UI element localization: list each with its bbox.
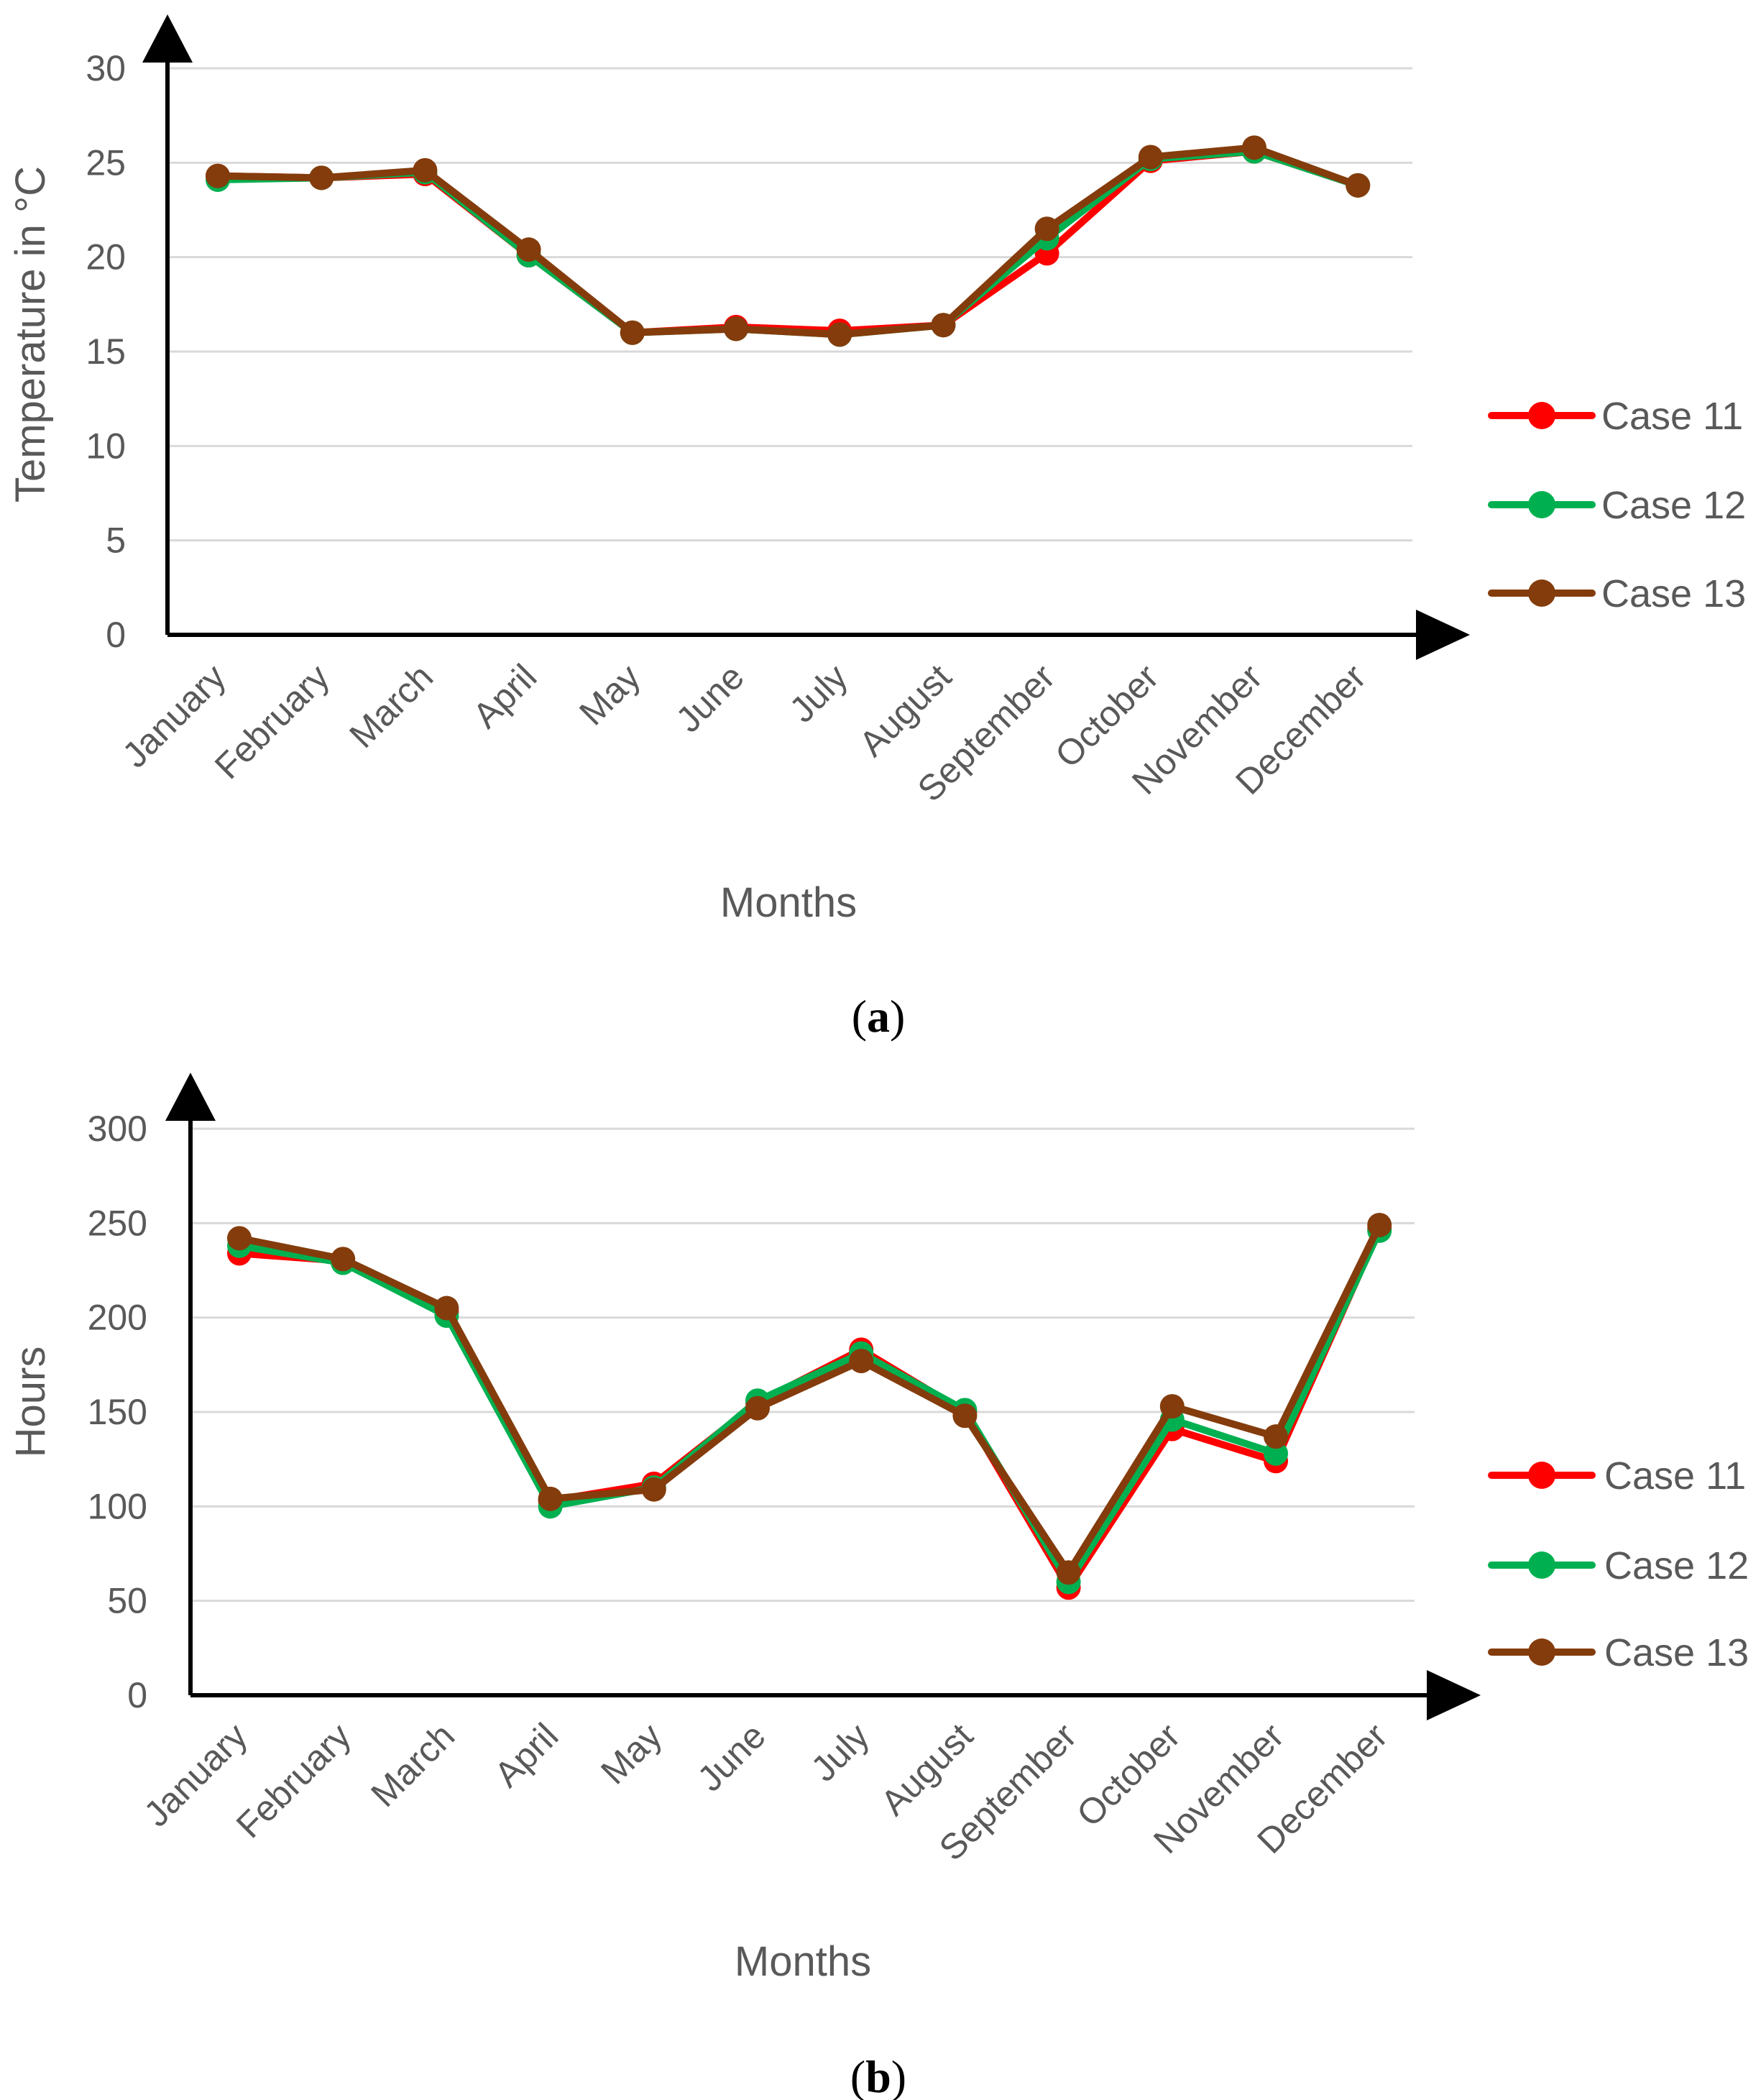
y-axis-title-b: Hours [7, 1347, 54, 1458]
data-point [1159, 1394, 1185, 1419]
data-point [516, 237, 541, 262]
series-group-a [206, 135, 1371, 347]
legend-marker [1528, 402, 1555, 429]
y-tick-label: 0 [127, 1675, 147, 1715]
x-axis-arrowhead [1427, 1670, 1481, 1720]
legend-marker [1528, 491, 1555, 518]
legend-label: Case 12 [1601, 484, 1746, 527]
data-point [931, 313, 956, 338]
y-tick-label: 5 [106, 521, 126, 561]
data-point [1034, 216, 1059, 242]
legend-label: Case 11 [1601, 395, 1743, 438]
series-group-b [227, 1212, 1392, 1600]
y-tick-label: 200 [88, 1298, 147, 1338]
data-point [1346, 173, 1371, 198]
y-tick-labels-a: 0 5 10 15 20 25 30 [86, 48, 126, 655]
y-axis-arrowhead [165, 1073, 216, 1121]
x-tick-label: March [341, 656, 441, 756]
y-tick-labels-b: 0 50 100 150 200 250 300 [88, 1109, 147, 1715]
legend-label: Case 13 [1604, 1631, 1749, 1674]
y-tick-label: 10 [86, 426, 126, 466]
data-point [724, 316, 748, 341]
data-point [849, 1349, 874, 1374]
data-point [309, 165, 334, 191]
series-line-case-12 [236, 1226, 1384, 1586]
legend-a: Case 11 Case 12 Case 13 [1488, 395, 1746, 615]
x-tick-label: April [487, 1715, 566, 1794]
series-line-case-13 [214, 144, 1362, 339]
y-tick-label: 150 [88, 1392, 147, 1432]
data-point [1242, 135, 1266, 160]
data-point [331, 1247, 356, 1272]
series-line-case-13 [236, 1221, 1384, 1577]
x-axis-title-b: Months [735, 1938, 871, 1985]
data-point [206, 163, 230, 188]
x-axis-arrowhead [1416, 610, 1470, 660]
legend-marker [1528, 579, 1555, 607]
x-tick-label: May [593, 1715, 669, 1792]
axes-a [142, 14, 1470, 660]
y-tick-label: 250 [88, 1203, 147, 1243]
panel-label-b: b [865, 2051, 891, 2100]
legend-label: Case 13 [1601, 572, 1746, 615]
y-tick-label: 300 [88, 1109, 147, 1149]
series-line-case-11 [214, 147, 1362, 336]
data-point [1264, 1424, 1288, 1449]
x-tick-label: July [804, 1715, 877, 1789]
y-tick-label: 25 [86, 142, 126, 183]
x-tick-label: February [207, 656, 337, 787]
data-point [227, 1226, 252, 1251]
data-point [434, 1296, 459, 1321]
data-point [1367, 1212, 1392, 1237]
data-point [1056, 1560, 1081, 1585]
x-tick-label: July [782, 656, 855, 730]
gridlines-b [190, 1127, 1415, 1602]
legend-label: Case 11 [1604, 1454, 1746, 1498]
y-axis-title-a: Temperature in °C [7, 166, 54, 503]
data-point [1138, 145, 1163, 170]
data-point [413, 157, 438, 183]
data-point [641, 1477, 666, 1502]
x-tick-label: February [229, 1715, 359, 1845]
legend-b: Case 11 Case 12 Case 13 [1488, 1454, 1749, 1674]
x-tick-label: May [571, 656, 648, 733]
series-line-case-11 [236, 1225, 1384, 1592]
y-tick-label: 100 [88, 1486, 147, 1526]
data-point [538, 1486, 563, 1511]
axes-b [165, 1073, 1481, 1720]
data-point [1264, 1441, 1288, 1466]
y-tick-label: 15 [86, 331, 126, 372]
data-point [745, 1395, 770, 1421]
x-tick-label: June [668, 656, 752, 740]
legend-marker [1528, 1551, 1555, 1579]
panel-caption-b: (b) [850, 2051, 906, 2100]
y-tick-label: 30 [86, 48, 126, 88]
legend-label: Case 12 [1604, 1544, 1749, 1587]
data-point [952, 1403, 978, 1429]
x-axis-title-a: Months [720, 879, 857, 926]
y-tick-label: 50 [107, 1581, 147, 1621]
y-axis-arrowhead [142, 14, 193, 63]
panel-label-a: a [867, 991, 890, 1042]
y-tick-label: 0 [106, 615, 126, 655]
y-tick-label: 20 [86, 237, 126, 278]
x-tick-label: April [465, 656, 544, 735]
x-tick-label: March [363, 1715, 462, 1815]
gridlines-a [167, 67, 1412, 542]
legend-marker [1528, 1638, 1555, 1666]
x-tick-label: June [690, 1715, 773, 1799]
panel-caption-a: (a) [852, 991, 906, 1042]
data-point [827, 322, 852, 347]
legend-marker [1528, 1462, 1555, 1489]
data-point [620, 320, 645, 345]
